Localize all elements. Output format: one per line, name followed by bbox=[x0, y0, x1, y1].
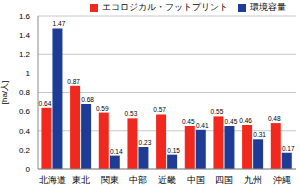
svg-text:中国: 中国 bbox=[187, 175, 205, 185]
svg-text:0.17: 0.17 bbox=[282, 145, 292, 152]
html-text:エコロジカル・フットプリント: エコロジカル・フットプリント bbox=[102, 2, 228, 12]
svg-text:0.8: 0.8 bbox=[19, 88, 31, 97]
svg-text:0.4: 0.4 bbox=[19, 127, 31, 136]
svg-text:0.53: 0.53 bbox=[125, 110, 138, 117]
svg-text:0: 0 bbox=[26, 165, 31, 174]
svg-text:0.14: 0.14 bbox=[110, 148, 123, 155]
svg-text:九州: 九州 bbox=[244, 175, 262, 185]
svg-text:0.46: 0.46 bbox=[239, 117, 252, 124]
svg-text:0.59: 0.59 bbox=[96, 105, 109, 112]
svg-text:1.6: 1.6 bbox=[19, 12, 31, 21]
svg-text:0.87: 0.87 bbox=[67, 78, 80, 85]
svg-text:0.68: 0.68 bbox=[81, 96, 94, 103]
html-text:環境容量: 環境容量 bbox=[250, 2, 286, 12]
svg-text:近畿: 近畿 bbox=[158, 175, 176, 185]
svg-text:0.2: 0.2 bbox=[19, 146, 31, 155]
svg-text:関東: 関東 bbox=[101, 175, 119, 185]
svg-text:東北: 東北 bbox=[72, 175, 90, 185]
svg-text:0.45: 0.45 bbox=[225, 118, 238, 125]
svg-text:0.57: 0.57 bbox=[153, 106, 166, 113]
svg-text:0.31: 0.31 bbox=[253, 131, 266, 138]
svg-text:北海道: 北海道 bbox=[39, 175, 66, 185]
svg-text:0.64: 0.64 bbox=[39, 100, 52, 107]
svg-text:1.2: 1.2 bbox=[19, 50, 31, 59]
svg-text:0.45: 0.45 bbox=[182, 118, 195, 125]
svg-text:0.41: 0.41 bbox=[196, 122, 209, 129]
svg-text:0.23: 0.23 bbox=[139, 139, 152, 146]
svg-text:中部: 中部 bbox=[129, 175, 147, 185]
svg-text:1: 1 bbox=[26, 69, 31, 78]
svg-text:[ha/人]: [ha/人] bbox=[8, 81, 9, 105]
svg-text:沖縄: 沖縄 bbox=[273, 175, 291, 185]
svg-text:0.48: 0.48 bbox=[268, 115, 281, 122]
svg-text:0.55: 0.55 bbox=[211, 108, 224, 115]
svg-text:1.47: 1.47 bbox=[53, 20, 66, 27]
svg-text:1.4: 1.4 bbox=[19, 31, 31, 40]
svg-text:四国: 四国 bbox=[215, 175, 233, 185]
svg-text:0.15: 0.15 bbox=[167, 147, 180, 154]
svg-text:0.6: 0.6 bbox=[19, 107, 31, 116]
